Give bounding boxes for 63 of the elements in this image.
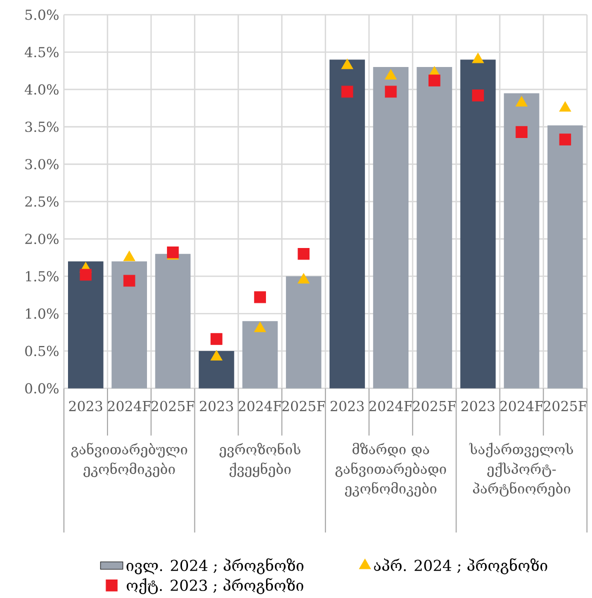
bar [460,60,496,388]
text: განვითარებული ეკონომიკები [71,442,188,478]
y-tick-label: 0.0% [25,383,59,394]
point [298,248,310,260]
bar [373,67,409,388]
point [341,58,354,70]
y-tick-label: 2.5% [25,196,59,207]
legend-label: აპრ. 2024 ; პროგნოზი [374,558,548,574]
point [167,246,179,258]
text: მზარდი და განვითარებადი ეკონომიკები [336,442,446,497]
x-tick-label: 2023 [461,400,495,412]
point [472,52,484,64]
bar [155,254,191,388]
point [385,86,397,98]
point [123,250,136,262]
point [80,268,92,281]
x-tick-label: 2023 [69,400,102,412]
y-tick-label: 2.0% [25,234,59,244]
point [516,126,528,138]
y-tick-label: 3.0% [25,158,59,170]
point [559,134,572,146]
bar [242,321,278,388]
bar [548,125,583,388]
point [341,86,354,98]
point [254,322,266,332]
point [384,69,397,80]
y-tick-label: 1.5% [26,271,59,282]
point [516,96,528,106]
x-tick-label: 2025F [413,400,456,412]
text: საქართველოს ექსპორტ-პარტნიორები [469,442,574,497]
bar [112,261,148,388]
x-tick-label: 2023 [200,400,234,412]
text: ევროზონის ქვეყნები [220,442,300,478]
bar [504,93,540,388]
x-tick-label: 2025F [282,400,326,412]
point [428,74,440,86]
y-tick-label: 0.5% [25,346,59,356]
y-tick-label: 1.0% [26,308,59,319]
point [472,90,484,102]
y-tick-label: 5.0% [26,10,59,20]
point [254,291,266,304]
bar [68,261,104,388]
y-tick-label: 4.0% [24,84,59,95]
point [123,274,136,287]
x-tick-label: 2024F [238,400,282,412]
x-tick-label: 2024F [108,400,152,412]
point [298,273,310,284]
bar [198,350,234,388]
legend-label: ივლ. 2024 ; პროგნოზი [126,558,304,574]
bar [330,60,366,388]
x-tick-label: 2025F [152,400,195,412]
point [210,333,222,345]
y-tick-label: 3.5% [25,122,59,132]
point [210,350,222,361]
y-tick-label: 4.5% [24,46,59,58]
point [559,101,572,112]
bar [416,67,452,388]
x-tick-label: 2025F [544,400,587,412]
x-tick-label: 2024F [500,400,544,412]
legend-label: ოქტ. 2023 ; პროგნოზი [126,578,304,594]
x-tick-label: 2024F [370,400,413,412]
bar [286,276,322,388]
x-tick-label: 2023 [330,400,364,412]
